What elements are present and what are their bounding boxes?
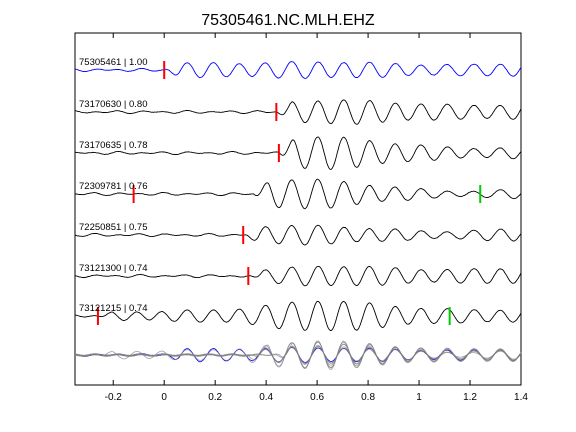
x-tick-label: 1.4: [514, 392, 528, 403]
x-tick-label: 1: [416, 392, 422, 403]
waveform-trace-2: [74, 99, 522, 125]
x-tick-label: 0.8: [361, 392, 375, 403]
waveform-trace-7: [74, 300, 522, 332]
trace-label-5: 72250851 | 0.75: [79, 222, 148, 233]
trace-label-6: 73121300 | 0.74: [79, 263, 148, 274]
x-tick-label: 0.2: [208, 392, 222, 403]
waveform-trace-6: [74, 265, 522, 287]
trace-label-3: 73170635 | 0.78: [79, 140, 148, 151]
stack-group: [74, 340, 522, 370]
x-tick-label: 0: [161, 392, 167, 403]
waveform-trace-1: [75, 61, 522, 79]
x-tick-label: 0.4: [259, 392, 273, 403]
trace-group: [74, 61, 522, 332]
trace-label-group: 75305461 | 1.00 73170630 | 0.80 73170635 |…: [79, 57, 148, 314]
trace-label-1: 75305461 | 1.00: [79, 57, 148, 68]
waveform-trace-5: [74, 224, 522, 246]
chart-title: 75305461.NC.MLH.EHZ: [201, 12, 375, 29]
pick-marker-group: [96, 61, 482, 325]
x-tick-label: -0.2: [105, 392, 123, 403]
waveform-trace-4: [74, 178, 522, 210]
trace-label-4: 72309781 | 0.76: [79, 181, 148, 192]
trace-label-7: 73121215 | 0.74: [79, 303, 148, 314]
trace-label-2: 73170630 | 0.80: [79, 99, 148, 110]
plot-area: [74, 32, 522, 386]
x-axis: -0.2 0 0.2 0.4 0.6 0.8 1 1.2 1.4: [105, 33, 528, 403]
waveform-trace-3: [74, 136, 522, 170]
x-tick-label: 1.2: [463, 392, 477, 403]
x-tick-label: 0.6: [310, 392, 324, 403]
stack-trace-7: [74, 341, 522, 369]
